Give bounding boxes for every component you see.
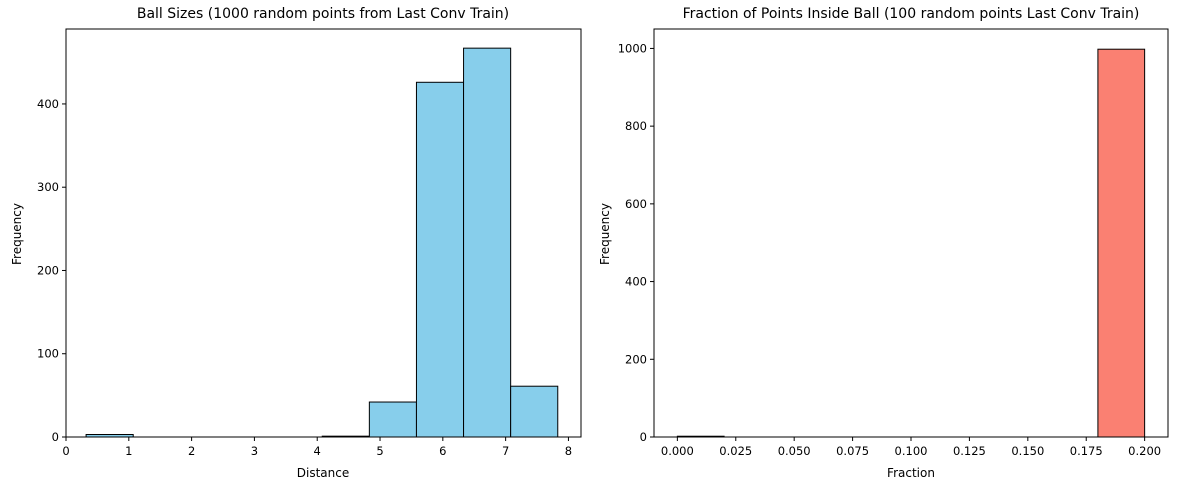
chart-title: Fraction of Points Inside Ball (100 rand…: [683, 6, 1140, 22]
plot-frame: [653, 28, 1169, 438]
x-axis-label: Fraction: [887, 466, 935, 480]
plot-frame: [65, 28, 582, 438]
histogram-bar-7: [415, 81, 465, 438]
histogram-fraction-inside-ball: Fraction of Points Inside Ball (100 rand…: [598, 6, 1169, 480]
x-tick-label: 0.025: [719, 444, 752, 458]
y-tick-label: 200: [625, 352, 647, 366]
x-tick-label: 0.000: [661, 444, 694, 458]
y-tick-label: 400: [625, 275, 647, 289]
x-tick-label: 0.150: [1011, 444, 1044, 458]
y-tick-label: 800: [625, 119, 647, 133]
y-tick-label: 100: [37, 347, 59, 361]
x-tick-label: 0.200: [1128, 444, 1161, 458]
y-tick-label: 600: [625, 197, 647, 211]
x-tick-label: 0.075: [836, 444, 869, 458]
x-tick-label: 0.175: [1070, 444, 1103, 458]
chart-title: Ball Sizes (1000 random points from Last…: [137, 6, 509, 22]
x-axis-label: Distance: [297, 466, 349, 480]
histogram-bar-6: [368, 401, 417, 438]
x-tick-label: 2: [188, 444, 195, 458]
x-tick-label: 8: [565, 444, 572, 458]
x-tick-label: 4: [314, 444, 321, 458]
x-axis-ticks: 0.000 0.025 0.050 0.075 0.100 0.125 0.150 0.175…: [661, 437, 1161, 458]
bars: [676, 48, 1146, 438]
x-tick-label: 0: [62, 444, 69, 458]
x-axis-ticks: 0 1 2 3 4 5 6 7 8: [62, 437, 572, 458]
histogram-bar-9: [510, 385, 559, 438]
y-tick-label: 0: [52, 430, 59, 444]
y-axis-ticks: 0 200 400 600 800 1000: [618, 41, 654, 444]
y-tick-label: 400: [37, 97, 59, 111]
bars: [85, 47, 559, 438]
histogram-ball-sizes: Ball Sizes (1000 random points from Last…: [10, 6, 582, 480]
x-tick-label: 0.125: [953, 444, 986, 458]
y-tick-label: 1000: [618, 41, 647, 55]
histogram-bar-9: [1097, 48, 1146, 438]
y-tick-label: 200: [37, 263, 59, 277]
x-tick-label: 6: [439, 444, 446, 458]
x-tick-label: 0.100: [895, 444, 928, 458]
y-tick-label: 300: [37, 180, 59, 194]
x-tick-label: 0.050: [778, 444, 811, 458]
x-tick-label: 7: [502, 444, 509, 458]
y-axis-label: Frequency: [10, 203, 24, 265]
x-tick-label: 1: [125, 444, 132, 458]
histogram-bar-8: [463, 47, 512, 438]
x-tick-label: 5: [376, 444, 383, 458]
y-axis-ticks: 0 100 200 300 400: [37, 97, 66, 444]
x-tick-label: 3: [251, 444, 258, 458]
y-tick-label: 0: [640, 430, 647, 444]
y-axis-label: Frequency: [598, 203, 612, 265]
